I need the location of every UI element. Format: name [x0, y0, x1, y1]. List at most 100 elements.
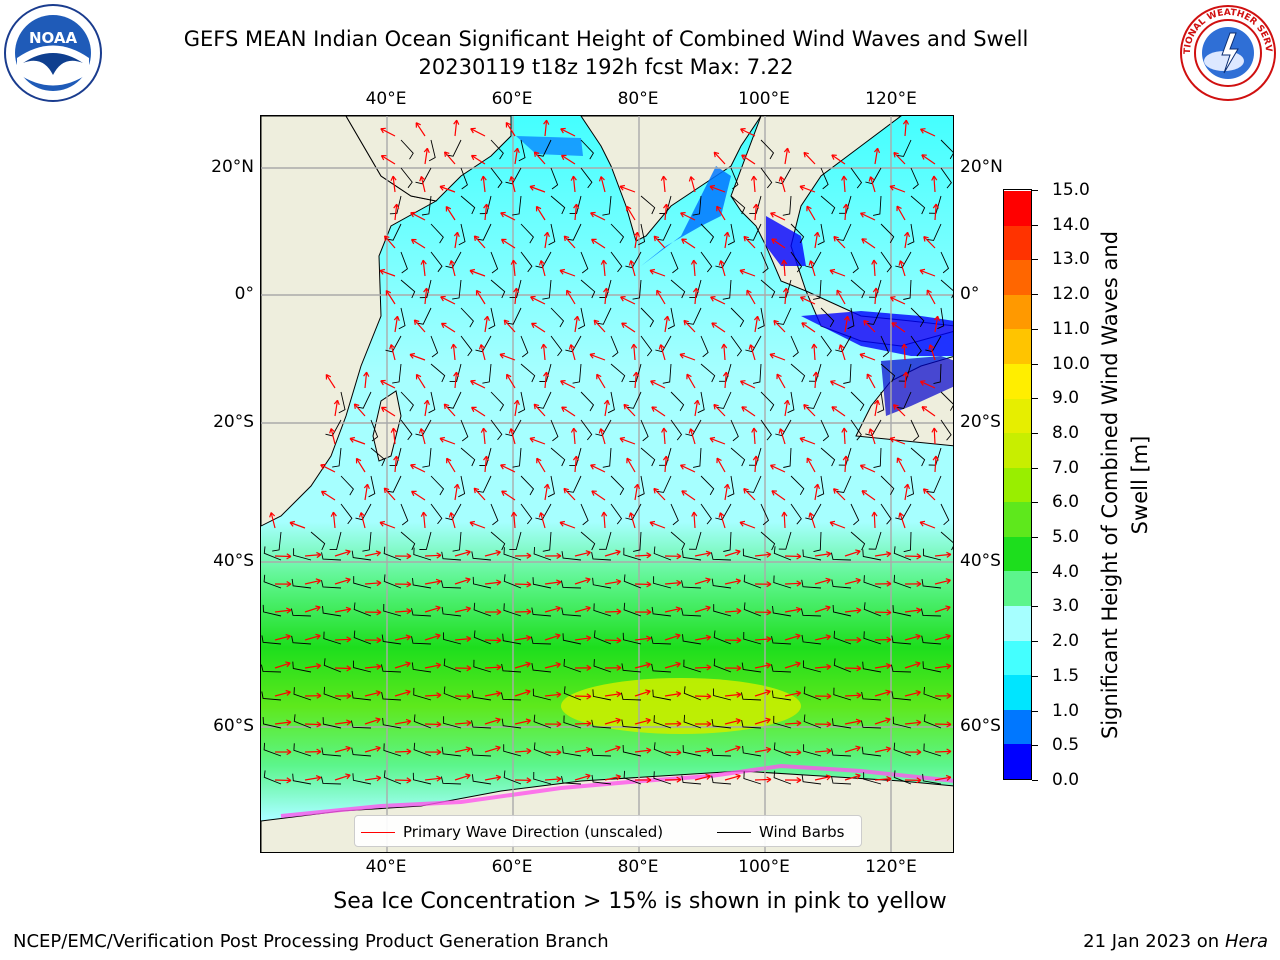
wave-arrow-head	[893, 404, 899, 410]
wave-arrow-head	[508, 428, 515, 434]
wave-direction-arrow	[513, 512, 516, 529]
wave-direction-arrow	[710, 296, 726, 305]
wave-arrow-head	[469, 520, 476, 527]
wave-arrow-head	[856, 692, 862, 699]
wave-direction-arrow	[450, 512, 456, 529]
wave-arrow-head	[716, 457, 722, 464]
wave-direction-arrow	[604, 550, 621, 557]
wave-arrow-head	[435, 605, 441, 612]
wave-arrow-head	[645, 662, 651, 669]
wave-arrow-head	[626, 205, 632, 212]
colorbar-segment	[1004, 501, 1031, 537]
wave-arrow-head	[586, 693, 592, 700]
wave-direction-arrow	[536, 457, 546, 473]
wind-barb	[667, 307, 675, 330]
wave-direction-arrow	[634, 583, 652, 586]
red-sea-low	[516, 136, 583, 156]
wind-barb	[503, 744, 522, 757]
wave-arrow-head	[868, 176, 875, 182]
wind-barb	[460, 447, 476, 467]
wave-direction-arrow	[544, 232, 549, 249]
wave-direction-arrow	[304, 606, 321, 613]
wave-arrow-head	[735, 718, 741, 725]
wave-direction-arrow	[800, 296, 816, 305]
wave-direction-arrow	[619, 185, 636, 193]
wave-direction-arrow	[544, 607, 561, 613]
wave-arrow-head	[830, 380, 836, 386]
wave-arrow-head	[855, 745, 861, 752]
wind-barb	[670, 251, 679, 274]
wave-direction-arrow	[330, 428, 336, 445]
wave-arrow-head	[593, 319, 600, 326]
wind-barb	[261, 664, 282, 673]
wind-barb	[910, 307, 925, 328]
wind-barb	[727, 475, 735, 498]
wave-arrow-head	[945, 774, 952, 781]
wind-barb	[873, 195, 882, 216]
wave-direction-arrow	[801, 322, 816, 333]
wave-arrow-head	[346, 719, 352, 726]
wind-barb	[412, 772, 432, 785]
wave-arrow-head	[871, 259, 878, 265]
wave-direction-arrow	[454, 578, 471, 585]
wave-arrow-head	[409, 352, 416, 359]
wave-arrow-head	[316, 721, 322, 728]
wave-direction-arrow	[574, 637, 591, 641]
wave-direction-arrow	[440, 296, 456, 305]
wind-barb	[866, 307, 882, 325]
wind-barb	[801, 774, 822, 785]
wind-barb	[722, 279, 732, 300]
wave-direction-arrow	[574, 607, 591, 613]
wave-direction-arrow	[533, 403, 546, 417]
wave-direction-arrow	[475, 290, 486, 305]
wave-direction-arrow	[680, 464, 696, 473]
wave-direction-arrow	[904, 691, 921, 697]
wave-arrow-head	[585, 746, 592, 753]
wave-direction-arrow	[739, 269, 756, 277]
wave-arrow-head	[315, 605, 321, 612]
wave-direction-arrow	[482, 428, 486, 445]
wave-direction-arrow	[843, 175, 846, 193]
wave-arrow-head	[633, 483, 641, 490]
wave-direction-arrow	[420, 176, 426, 193]
wind-barb	[863, 602, 882, 617]
wave-direction-arrow	[590, 212, 606, 221]
wave-arrow-head	[510, 259, 517, 265]
wave-arrow-head	[873, 147, 881, 154]
wave-direction-arrow	[784, 634, 801, 641]
wave-direction-arrow	[634, 749, 651, 753]
colorbar-tick-label: 2.0	[1052, 631, 1080, 652]
wave-arrow-head	[795, 690, 802, 697]
wave-arrow-head	[825, 634, 832, 641]
wave-arrow-head	[390, 427, 397, 433]
wind-barb	[445, 251, 462, 269]
wave-arrow-head	[413, 319, 420, 326]
wave-direction-arrow	[746, 289, 756, 305]
wave-direction-arrow	[500, 464, 516, 473]
wind-barb	[482, 363, 492, 384]
wave-arrow-head	[286, 607, 292, 614]
wave-arrow-head	[418, 428, 425, 434]
wave-direction-arrow	[799, 437, 816, 445]
wind-barb	[542, 531, 552, 552]
wind-barb	[850, 167, 863, 189]
wave-direction-arrow	[484, 639, 502, 642]
wind-barb	[490, 531, 506, 551]
wind-barb	[863, 631, 882, 645]
wind-barb	[490, 251, 499, 274]
wind-barb	[700, 251, 713, 273]
wind-barb	[700, 475, 715, 496]
wave-direction-arrow	[869, 176, 876, 193]
wind-barb	[773, 770, 792, 785]
wave-arrow-head	[765, 689, 771, 696]
wave-arrow-head	[706, 664, 712, 671]
wind-barb	[490, 167, 503, 189]
wave-arrow-head	[646, 747, 652, 754]
wind-barb	[621, 663, 642, 673]
colorbar-tick-label: 12.0	[1052, 284, 1090, 305]
wind-barb	[293, 743, 312, 757]
wave-arrow-head	[375, 690, 381, 697]
wind-barb	[413, 742, 432, 757]
wave-direction-arrow	[471, 154, 486, 165]
wave-direction-arrow	[799, 185, 816, 193]
